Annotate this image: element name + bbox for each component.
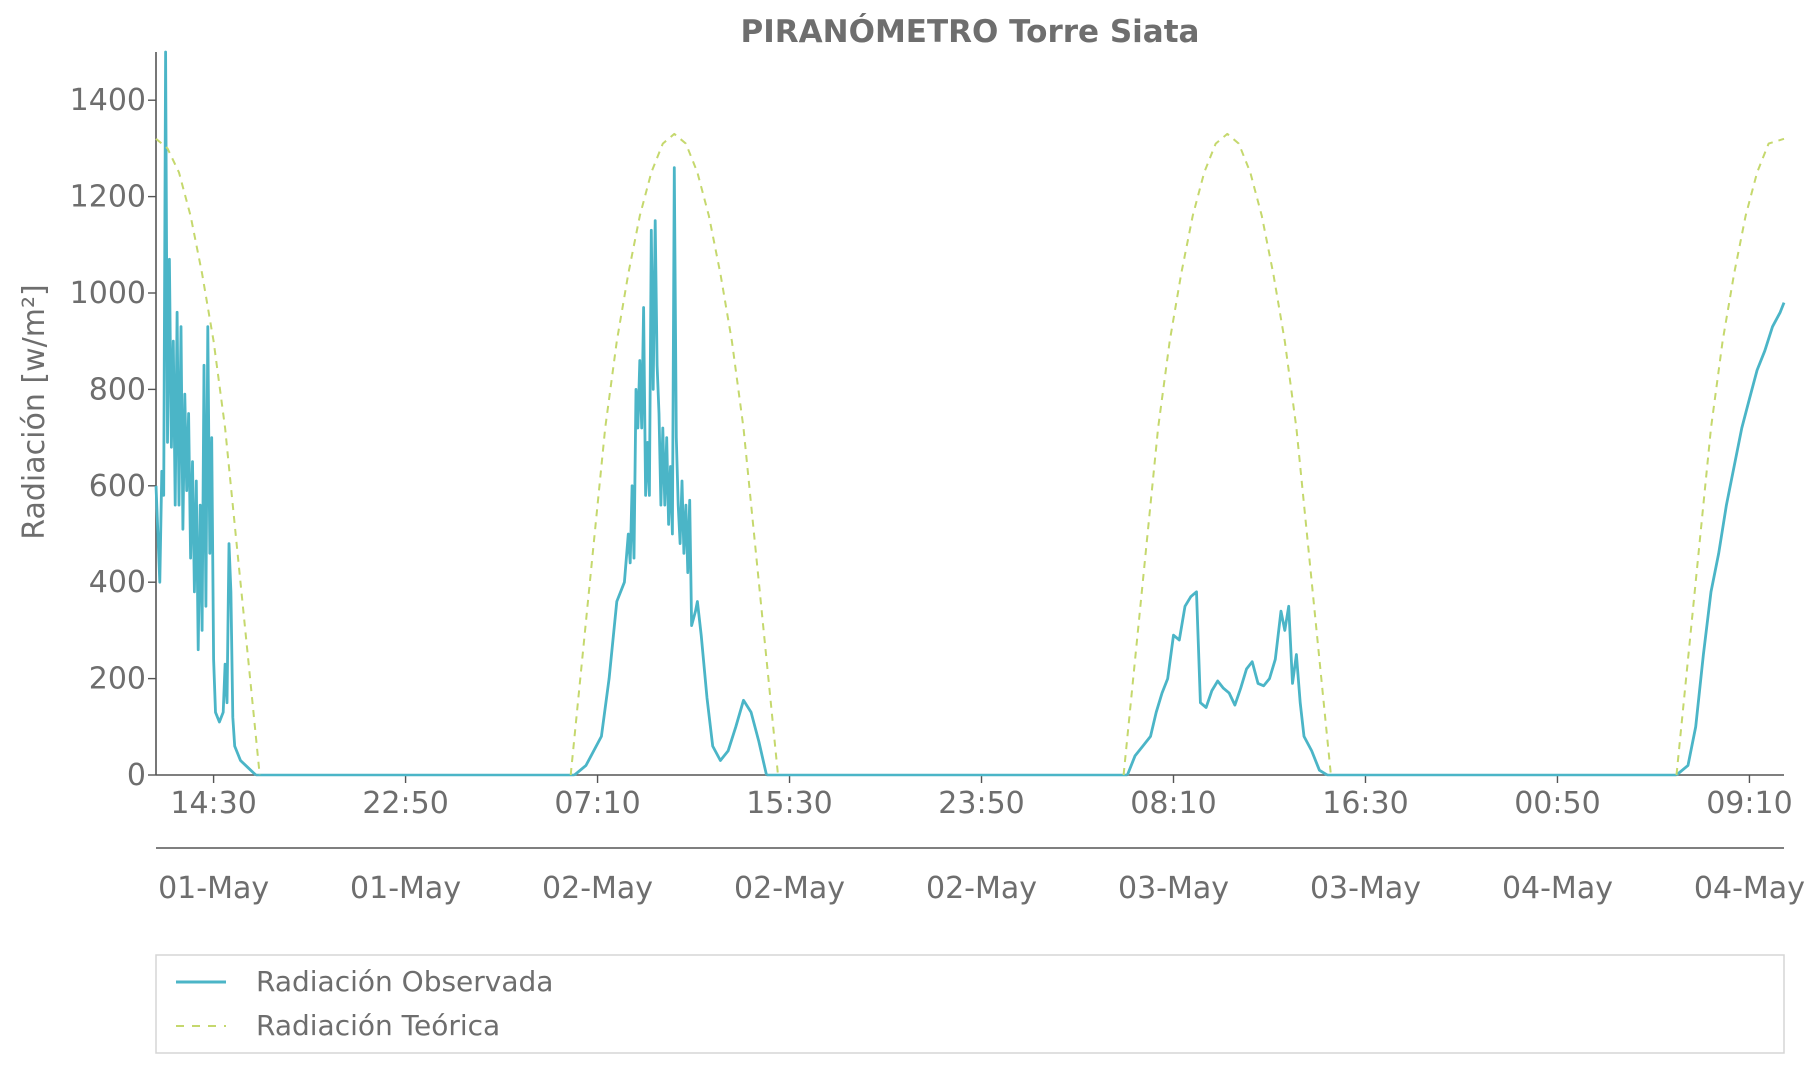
axes-layer: 0 200 400 600 800 1000 1200 1400 14:30 01-May 22:5… (70, 52, 1805, 906)
x-tick-label-date: 01-May (158, 871, 269, 906)
x-tick-label-time: 23:50 (938, 786, 1024, 821)
legend-label-observed: Radiación Observada (256, 965, 553, 998)
legend: Radiación Observada Radiación Teórica (155, 954, 1785, 1054)
y-tick-label: 200 (89, 662, 146, 697)
y-tick-label: 400 (89, 565, 146, 600)
series-observed-line (1675, 302, 1786, 777)
x-tick-label-date: 02-May (926, 871, 1037, 906)
x-tick-label-date: 01-May (350, 871, 461, 906)
x-tick-label-time: 14:30 (170, 786, 256, 821)
x-tick-label-time: 00:50 (1514, 786, 1600, 821)
x-tick-label-date: 04-May (1502, 871, 1613, 906)
y-tick-label: 0 (127, 758, 146, 793)
y-tick-label: 800 (89, 372, 146, 407)
x-tick-label-date: 03-May (1310, 871, 1421, 906)
x-tick-label-time: 22:50 (362, 786, 448, 821)
x-tick-label-time: 07:10 (554, 786, 640, 821)
series-theoretical-line (1675, 137, 1785, 776)
y-tick-label: 600 (89, 469, 146, 504)
series-theoretical-line (569, 132, 779, 776)
series-observed-line (1126, 590, 1328, 777)
x-tick-label-date: 02-May (542, 871, 653, 906)
series-observed-line (154, 50, 257, 777)
series-theoretical-line (1122, 132, 1332, 776)
y-tick-label: 1400 (70, 83, 146, 118)
y-tick-label: 1000 (70, 276, 146, 311)
x-tick-label-time: 16:30 (1322, 786, 1408, 821)
x-tick-label-time: 15:30 (746, 786, 832, 821)
chart-title: PIRANÓMETRO Torre Siata (741, 13, 1200, 50)
legend-label-theoretical: Radiación Teórica (256, 1009, 500, 1042)
series-theoretical-line (155, 138, 261, 776)
x-tick-label-date: 03-May (1118, 871, 1229, 906)
x-tick-label-time: 09:10 (1706, 786, 1792, 821)
series-observed-line (573, 166, 768, 777)
x-tick-label-time: 08:10 (1130, 786, 1216, 821)
series-layer (154, 50, 1786, 777)
legend-box (155, 954, 1785, 1054)
y-axis-label: Radiación [w/m²] (17, 284, 52, 539)
x-tick-label-date: 04-May (1694, 871, 1805, 906)
y-tick-label: 1200 (70, 180, 146, 215)
x-tick-label-date: 02-May (734, 871, 845, 906)
